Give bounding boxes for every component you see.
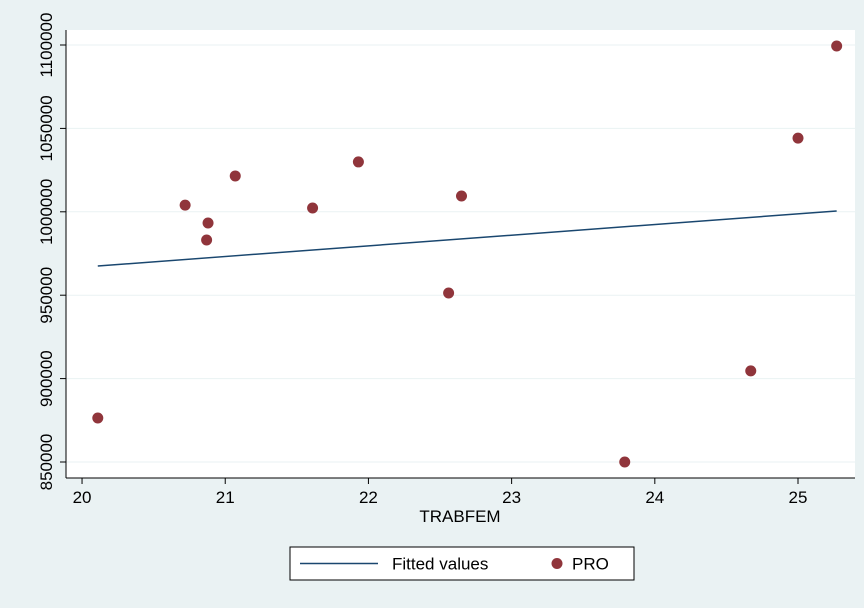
x-tick-label: 23	[502, 488, 521, 507]
y-tick-label: 1000000	[37, 179, 56, 245]
y-tick-label: 850000	[37, 434, 56, 491]
y-tick-label: 900000	[37, 350, 56, 407]
point	[456, 190, 468, 202]
x-tick-label: 24	[645, 488, 664, 507]
point	[202, 217, 214, 229]
x-axis-label: TRABFEM	[419, 507, 500, 526]
legend-swatch	[551, 558, 563, 569]
point	[745, 365, 757, 377]
point	[352, 156, 364, 168]
x-tick-label: 20	[73, 488, 92, 507]
point	[443, 287, 455, 299]
point	[179, 199, 191, 211]
point	[201, 234, 213, 246]
point	[831, 40, 843, 52]
grid	[66, 44, 855, 463]
y-tick-label: 1050000	[37, 95, 56, 161]
x-tick-label: 22	[359, 488, 378, 507]
point	[229, 170, 241, 182]
x-tick-label: 21	[216, 488, 235, 507]
fitted-line	[97, 210, 837, 267]
point	[92, 412, 104, 424]
point	[792, 132, 804, 144]
y-tick-label: 1100000	[37, 13, 56, 78]
point	[307, 202, 319, 214]
plot-area	[66, 30, 855, 478]
x-tick-label: 25	[789, 488, 808, 507]
y-tick-label: 950000	[37, 267, 56, 324]
point	[619, 456, 631, 468]
legend-label: PRO	[572, 555, 609, 574]
legend-label: Fitted values	[392, 555, 488, 574]
